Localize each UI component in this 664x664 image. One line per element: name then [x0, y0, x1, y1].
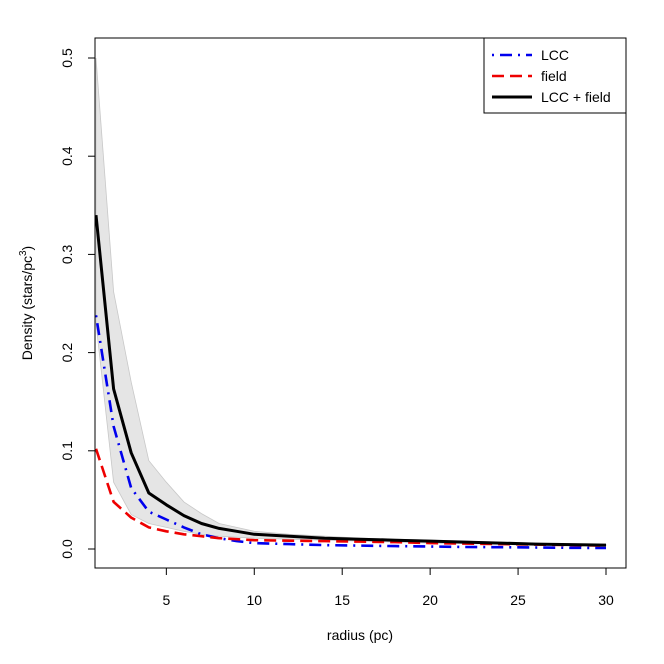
plot-frame	[94, 37, 627, 569]
y-tick-label: 0.3	[59, 244, 75, 264]
x-tick-label: 5	[162, 592, 170, 608]
series-layer	[94, 214, 607, 550]
x-tick-label: 15	[334, 592, 350, 608]
y-axis-title-main: Density (stars/pc	[19, 256, 35, 360]
series-line-3	[94, 214, 607, 547]
x-tick-label: 30	[598, 592, 614, 608]
y-axis-title-close: )	[19, 246, 35, 251]
y-tick-label: 0.0	[59, 539, 75, 559]
series-line-2	[94, 448, 607, 547]
confidence-band	[95, 57, 607, 547]
y-axis: 0.0 0.1 0.2 0.3 0.4 0.5	[59, 48, 96, 559]
y-tick-label: 0.2	[59, 343, 75, 363]
x-tick-label: 10	[246, 592, 262, 608]
y-axis-title: Density (stars/pc3)	[18, 246, 35, 360]
y-axis-title-superscript: 3	[18, 250, 29, 256]
y-tick-label: 0.5	[59, 48, 75, 68]
legend: LCC field LCC + field	[483, 37, 627, 114]
legend-box	[483, 37, 627, 114]
legend-label: field	[541, 68, 567, 84]
x-axis: 5 10 15 20 25 30	[162, 567, 614, 608]
series-line-1	[94, 315, 607, 550]
legend-label: LCC	[541, 47, 569, 63]
x-tick-label: 20	[422, 592, 438, 608]
confidence-band-layer	[95, 57, 607, 547]
x-axis-title: radius (pc)	[327, 627, 393, 643]
y-tick-label: 0.4	[59, 146, 75, 166]
legend-label: LCC + field	[541, 89, 611, 105]
x-tick-label: 25	[510, 592, 526, 608]
y-tick-label: 0.1	[59, 441, 75, 461]
